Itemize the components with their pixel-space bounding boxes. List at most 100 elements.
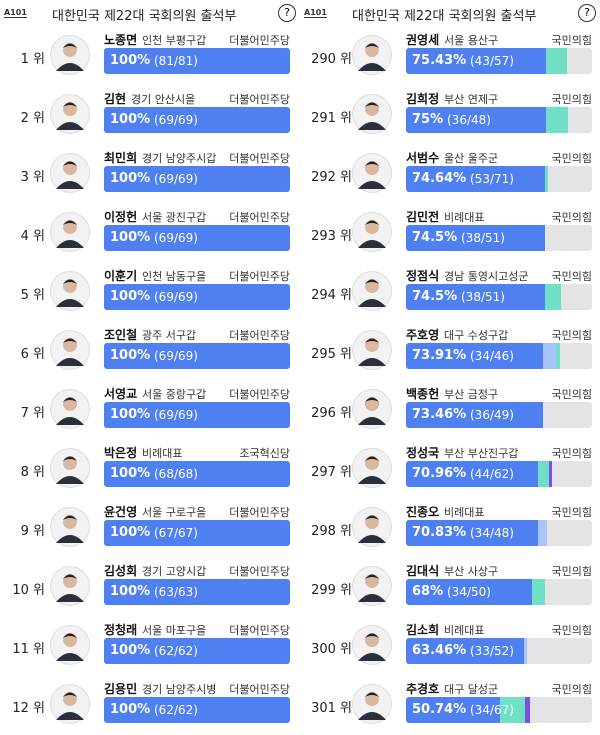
rank: 7 위	[20, 406, 45, 421]
photo	[352, 94, 392, 134]
count: (33/52)	[470, 644, 514, 658]
bar	[104, 520, 290, 546]
party: 국민의힘	[551, 34, 592, 47]
bar-track: 100% (69/69)	[104, 166, 290, 192]
percent-label: 100%	[110, 525, 151, 540]
logo: A101	[304, 8, 327, 18]
bar-track: 100% (63/63)	[104, 579, 290, 605]
party: 국민의힘	[551, 211, 592, 224]
party: 국민의힘	[551, 506, 592, 519]
region: 경기 안산시을	[131, 93, 196, 106]
region: 대구 달성군	[444, 683, 499, 696]
region: 비례대표	[444, 624, 485, 637]
percent-label: 63.46%	[412, 643, 467, 658]
region: 비례대표	[142, 447, 183, 460]
count: (81/81)	[154, 54, 198, 68]
name: 김성회	[104, 564, 138, 578]
percent-label: 70.96%	[412, 466, 467, 481]
region: 비례대표	[444, 211, 485, 224]
bar-segment	[537, 520, 548, 546]
rank: 297 위	[311, 465, 352, 480]
help-icon: ?	[278, 4, 296, 22]
count: (62/62)	[154, 644, 198, 658]
percent-label: 68%	[412, 584, 444, 599]
photo	[50, 566, 90, 606]
photo	[50, 330, 90, 370]
rank: 294 위	[311, 288, 352, 303]
bar-segment	[546, 48, 567, 74]
party: 더불어민주당	[229, 34, 290, 47]
bar-track: 100% (62/62)	[104, 638, 290, 664]
bar-track: 100% (69/69)	[104, 402, 290, 428]
name: 서영교	[104, 387, 138, 401]
bar-track: 50.74% (34/67)	[406, 697, 592, 723]
bar-track: 74.64% (53/71)	[406, 166, 592, 192]
bar	[406, 107, 546, 133]
photo	[352, 566, 392, 606]
bar-track: 100% (69/69)	[104, 284, 290, 310]
rank: 12 위	[12, 701, 45, 716]
rank: 298 위	[311, 524, 352, 539]
percent-label: 100%	[110, 289, 151, 304]
name: 이정헌	[104, 210, 138, 224]
bar-track: 74.5% (38/51)	[406, 284, 592, 310]
name: 김희정	[406, 92, 440, 106]
bar-track: 100% (68/68)	[104, 461, 290, 487]
bar-track: 75% (36/48)	[406, 107, 592, 133]
party: 더불어민주당	[229, 329, 290, 342]
name: 정성국	[406, 446, 440, 460]
rank: 290 위	[311, 52, 352, 67]
count: (68/68)	[154, 467, 198, 481]
photo	[50, 389, 90, 429]
count: (69/69)	[154, 113, 198, 127]
region: 광주 서구갑	[142, 329, 197, 342]
percent-label: 100%	[110, 643, 151, 658]
bar	[406, 520, 538, 546]
rank: 299 위	[311, 583, 352, 598]
party: 더불어민주당	[229, 93, 290, 106]
photo	[50, 625, 90, 665]
count: (34/67)	[470, 703, 514, 717]
photo	[50, 684, 90, 724]
region: 경남 통영시고성군	[444, 270, 529, 283]
photo	[50, 94, 90, 134]
bar-track: 73.46% (36/49)	[406, 402, 592, 428]
region: 울산 울주군	[444, 152, 499, 165]
bar-segment	[532, 579, 546, 605]
region: 경기 남양주시병	[142, 683, 217, 696]
bar-track: 63.46% (33/52)	[406, 638, 592, 664]
panel-title: 대한민국 제22대 국회의원 출석부	[352, 9, 537, 24]
rank: 10 위	[12, 583, 45, 598]
percent-label: 100%	[110, 466, 151, 481]
rank: 291 위	[311, 111, 352, 126]
count: (34/50)	[447, 585, 491, 599]
rank: 292 위	[311, 170, 352, 185]
party: 국민의힘	[551, 565, 592, 578]
bar	[104, 402, 290, 428]
bar	[104, 107, 290, 133]
name: 주호영	[406, 328, 440, 342]
name: 조인철	[104, 328, 138, 342]
name: 윤건영	[104, 505, 138, 519]
region: 경기 고양시갑	[142, 565, 207, 578]
bar-track: 73.91% (34/46)	[406, 343, 592, 369]
rank: 296 위	[311, 406, 352, 421]
region: 부산 금정구	[444, 388, 499, 401]
photo	[352, 212, 392, 252]
party: 더불어민주당	[229, 211, 290, 224]
count: (36/48)	[447, 113, 491, 127]
bar-segment	[524, 697, 531, 723]
count: (69/69)	[154, 290, 198, 304]
region: 부산 연제구	[444, 93, 499, 106]
percent-label: 73.91%	[412, 348, 467, 363]
party: 국민의힘	[551, 329, 592, 342]
rank: 300 위	[311, 642, 352, 657]
bar-segment	[545, 107, 568, 133]
bar-segment	[524, 638, 527, 664]
photo	[352, 507, 392, 547]
bar-segment	[549, 461, 552, 487]
region: 인천 부평구갑	[142, 34, 207, 47]
party: 국민의힘	[551, 152, 592, 165]
percent-label: 100%	[110, 407, 151, 422]
count: (43/57)	[470, 54, 514, 68]
